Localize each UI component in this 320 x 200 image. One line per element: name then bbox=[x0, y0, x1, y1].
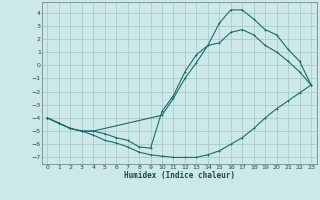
X-axis label: Humidex (Indice chaleur): Humidex (Indice chaleur) bbox=[124, 171, 235, 180]
